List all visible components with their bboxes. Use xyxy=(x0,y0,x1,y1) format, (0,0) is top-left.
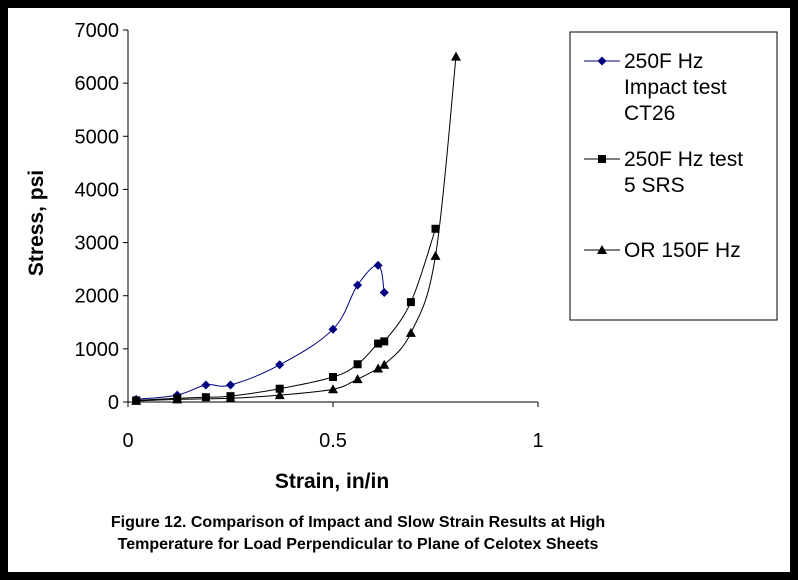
series-line xyxy=(136,56,457,402)
diamond-marker xyxy=(201,380,211,390)
triangle-marker xyxy=(131,395,142,405)
legend-diamond-marker xyxy=(597,56,607,66)
diamond-marker xyxy=(275,360,285,370)
legend-triangle-marker xyxy=(597,245,607,254)
y-axis-title: Stress, psi xyxy=(25,170,48,276)
y-tick-label: 0 xyxy=(108,392,119,414)
legend-label: 5 SRS xyxy=(624,174,685,197)
x-tick-label: 0 xyxy=(122,430,133,452)
y-axis-ticks: 0 1000 2000 3000 4000 5000 6000 7000 xyxy=(75,20,128,414)
triangle-marker xyxy=(225,393,236,403)
legend-box xyxy=(569,31,778,321)
x-tick-label: 0.5 xyxy=(319,430,347,452)
y-tick-label: 6000 xyxy=(75,73,120,95)
square-marker xyxy=(201,393,210,402)
y-tick-label: 2000 xyxy=(75,286,120,308)
series-layer xyxy=(131,51,461,405)
triangle-marker xyxy=(379,359,390,369)
square-marker xyxy=(374,339,383,348)
caption-line-2: Temperature for Load Perpendicular to Pl… xyxy=(117,536,599,553)
diamond-marker xyxy=(353,280,363,290)
diamond-marker xyxy=(379,288,389,298)
square-marker xyxy=(353,360,362,369)
caption-line-1: Figure 12. Comparison of Impact and Slow… xyxy=(110,514,606,531)
square-marker xyxy=(380,337,389,346)
square-marker xyxy=(406,298,415,307)
legend-label: 250F Hz xyxy=(624,50,703,73)
triangle-marker xyxy=(328,384,338,394)
legend: 250F Hz Impact test CT26 250F Hz test 5 SRS O… xyxy=(569,31,778,321)
y-tick-label: 4000 xyxy=(75,179,120,201)
series-square xyxy=(132,224,440,405)
triangle-marker xyxy=(172,394,183,404)
legend-label: Impact test xyxy=(624,76,727,99)
diamond-marker xyxy=(226,380,235,390)
legend-entry: 250F Hz Impact test CT26 xyxy=(584,50,727,125)
x-axis-title: Strain, in/in xyxy=(275,470,389,493)
diamond-marker xyxy=(328,324,338,334)
triangle-marker xyxy=(373,363,384,373)
triangle-marker xyxy=(430,250,441,260)
square-marker xyxy=(329,373,337,382)
y-tick-label: 1000 xyxy=(75,339,120,361)
y-tick-label: 3000 xyxy=(75,233,120,255)
series-diamond xyxy=(131,260,389,404)
square-marker xyxy=(431,224,440,233)
series-line xyxy=(136,264,385,400)
x-axis-ticks: 0 0.5 1 xyxy=(122,402,544,452)
figure-frame: 0 1000 2000 3000 4000 5000 6000 7000 0 0.5 1 Stre… xyxy=(8,8,790,572)
square-marker xyxy=(275,384,284,393)
triangle-marker xyxy=(352,374,363,384)
legend-label: OR 150F Hz xyxy=(624,239,741,262)
triangle-marker xyxy=(274,390,285,400)
triangle-marker xyxy=(451,51,461,61)
diamond-marker xyxy=(373,260,383,270)
y-tick-label: 5000 xyxy=(75,126,120,148)
legend-label: CT26 xyxy=(624,102,675,125)
x-tick-label: 1 xyxy=(532,430,543,452)
legend-entry: OR 150F Hz xyxy=(584,239,741,262)
legend-entry: 250F Hz test 5 SRS xyxy=(584,148,743,197)
legend-square-marker xyxy=(598,155,606,163)
figure-caption: Figure 12. Comparison of Impact and Slow… xyxy=(8,512,708,556)
series-triangle xyxy=(131,51,461,405)
triangle-marker xyxy=(405,327,416,337)
series-line xyxy=(136,228,436,401)
y-tick-label: 7000 xyxy=(75,20,120,42)
legend-label: 250F Hz test xyxy=(624,148,743,171)
